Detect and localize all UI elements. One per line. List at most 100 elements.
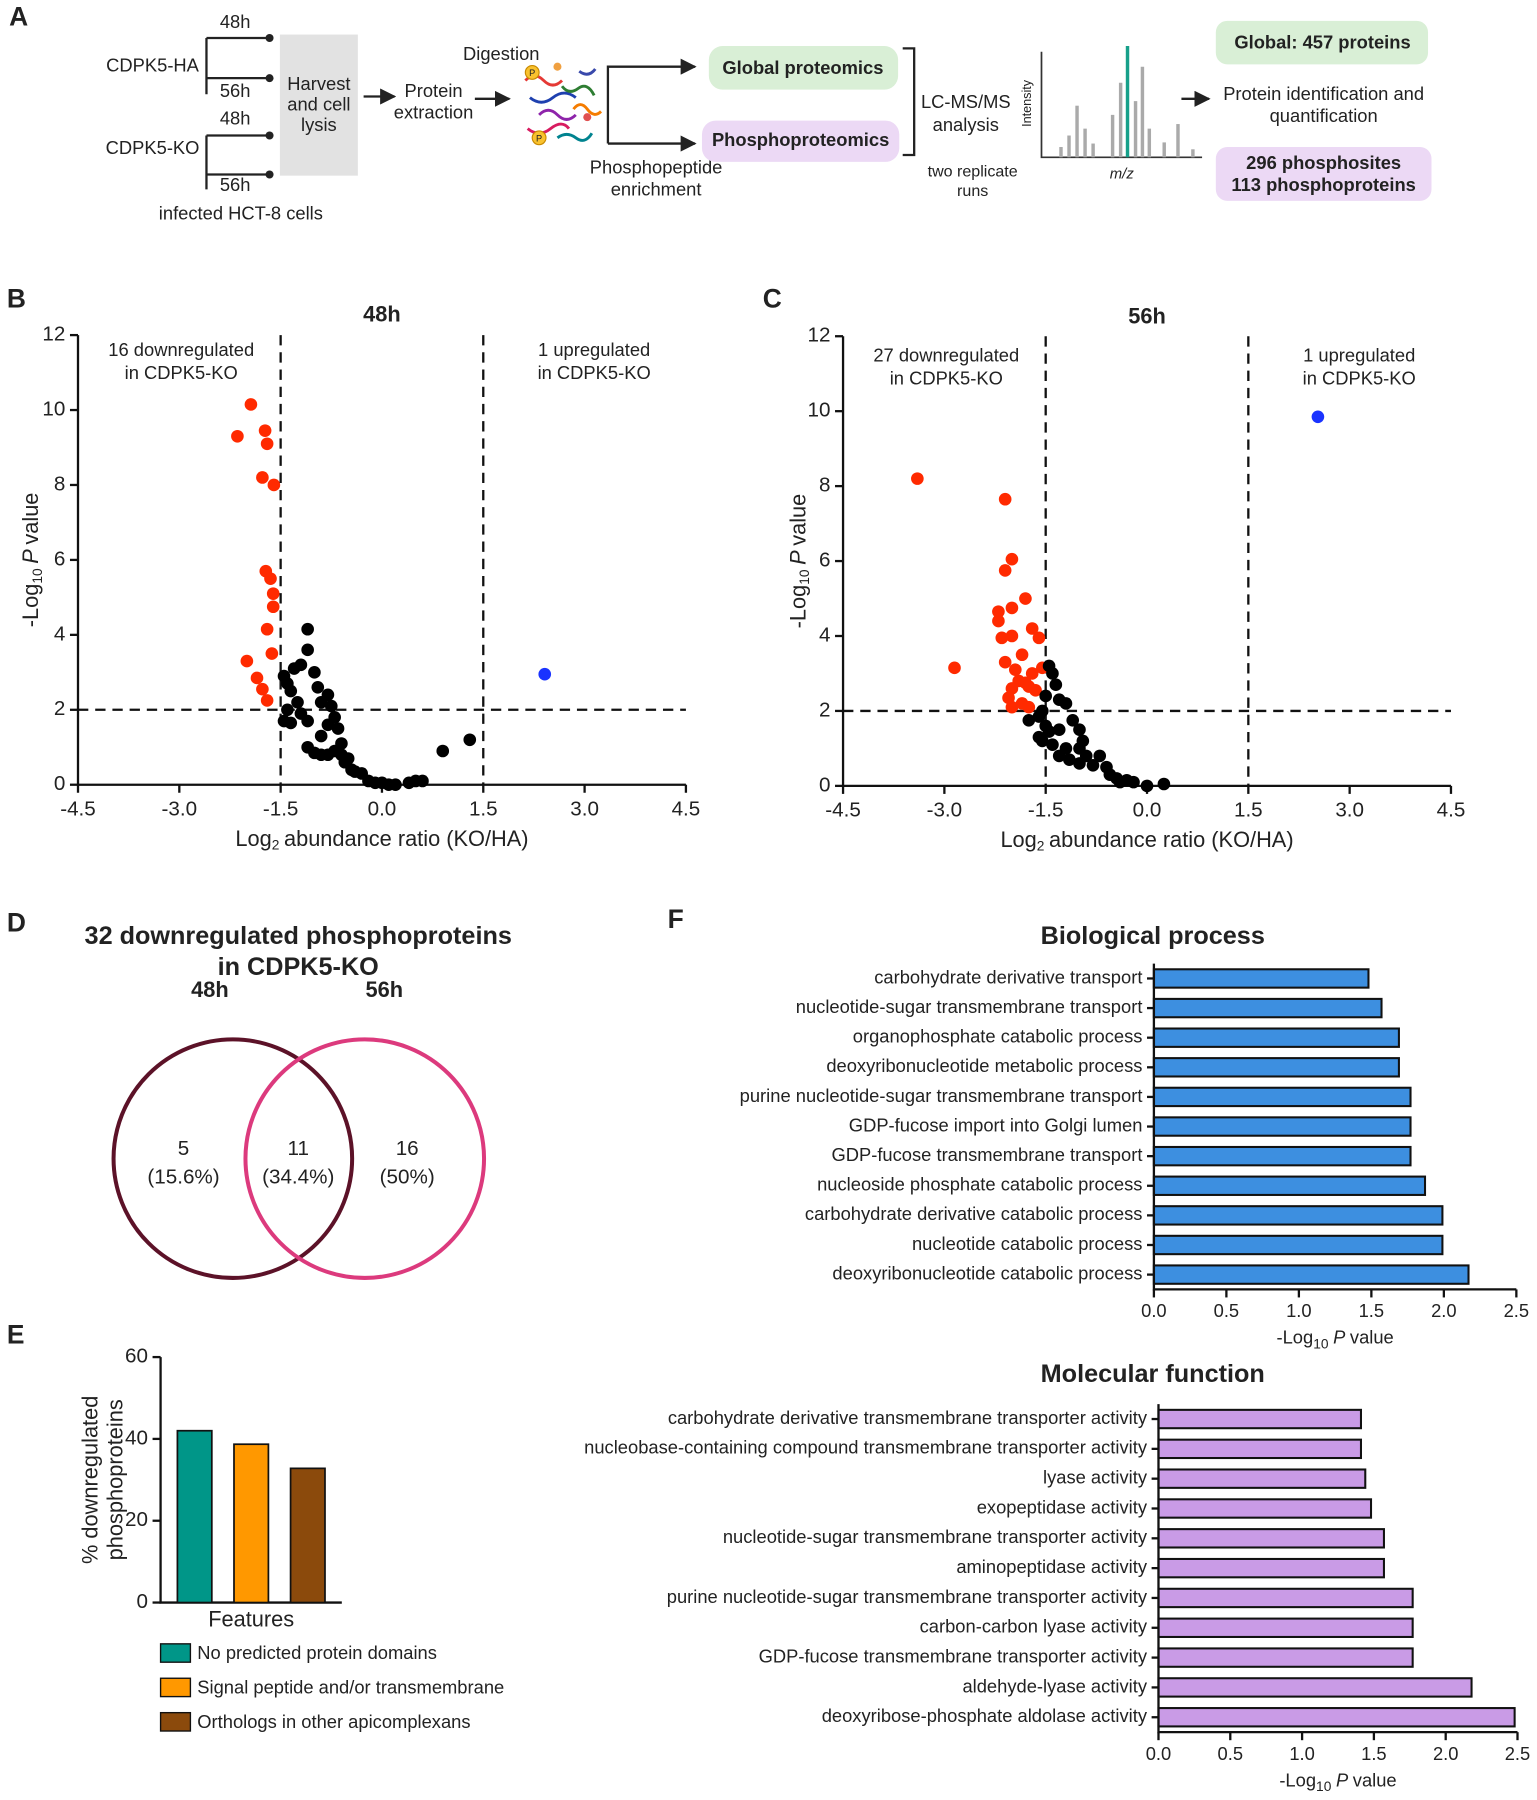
panel-label: E bbox=[7, 1319, 25, 1349]
y-tick-label: 8 bbox=[819, 474, 830, 497]
chart-title: in CDPK5-KO bbox=[218, 953, 379, 981]
bar bbox=[233, 1443, 270, 1604]
category-label: carbohydrate derivative catabolic proces… bbox=[805, 1203, 1142, 1224]
x-axis-label-part: value bbox=[1350, 1327, 1394, 1348]
point bbox=[1005, 601, 1019, 615]
y-axis-label: phosphoproteins bbox=[103, 1399, 128, 1560]
harvest-text: and cell bbox=[287, 94, 350, 115]
bar bbox=[1157, 1677, 1473, 1698]
bar bbox=[1157, 1707, 1516, 1728]
point bbox=[284, 684, 298, 698]
mz-label: m/z bbox=[1110, 166, 1135, 182]
category-label: GDP-fucose transmembrane transporter act… bbox=[759, 1645, 1148, 1666]
x-tick-label: 1.5 bbox=[469, 797, 498, 820]
point bbox=[998, 655, 1012, 669]
x-tick-label: 0.0 bbox=[1141, 1300, 1167, 1321]
identification-text: quantification bbox=[1270, 105, 1378, 126]
x-tick-label: 1.0 bbox=[1289, 1743, 1315, 1764]
point bbox=[1039, 689, 1053, 703]
bracket bbox=[902, 47, 916, 157]
x-tick-label: -1.5 bbox=[1028, 799, 1064, 822]
y-tick-label: 6 bbox=[819, 549, 830, 572]
x-tick-label: 0.5 bbox=[1214, 1300, 1240, 1321]
legend-label: Signal peptide and/or transmembrane bbox=[197, 1676, 504, 1697]
x-axis-label: Log2 abundance ratio (KO/HA) bbox=[235, 826, 528, 853]
x-tick-label: 2.5 bbox=[1504, 1300, 1530, 1321]
bar bbox=[1152, 1145, 1412, 1167]
y-tick-label: 12 bbox=[42, 323, 65, 346]
category-label: purine nucleotide-sugar transmembrane tr… bbox=[667, 1586, 1148, 1607]
point bbox=[267, 478, 281, 492]
point bbox=[1005, 700, 1019, 714]
venn-circle bbox=[111, 1037, 355, 1280]
cells-label: infected HCT-8 cells bbox=[159, 203, 323, 224]
point bbox=[1086, 758, 1100, 772]
point bbox=[1052, 723, 1066, 736]
strain-label: CDPK5-KO bbox=[106, 137, 200, 158]
chart-title: 48h bbox=[363, 301, 401, 326]
time-label: 56h bbox=[220, 174, 251, 195]
annotation: 1 upregulated bbox=[1303, 345, 1415, 366]
global-box bbox=[708, 46, 899, 90]
x-axis-label: Log2 abundance ratio (KO/HA) bbox=[1000, 827, 1293, 854]
y-axis-label-part: -Log bbox=[785, 585, 810, 629]
phosphate-label: P bbox=[536, 133, 542, 143]
point bbox=[260, 437, 274, 451]
bar bbox=[1157, 1647, 1414, 1668]
category-label: GDP-fucose transmembrane transport bbox=[831, 1144, 1142, 1165]
x-tick-label: 0.0 bbox=[368, 797, 397, 820]
x-tick-label: 1.0 bbox=[1286, 1300, 1312, 1321]
harvest-box bbox=[279, 34, 358, 176]
bar bbox=[1152, 997, 1383, 1019]
global-text: Global proteomics bbox=[722, 57, 883, 78]
point bbox=[1022, 700, 1036, 714]
x-tick-label: -3.0 bbox=[927, 799, 963, 822]
y-tick-label: 10 bbox=[42, 397, 65, 420]
category-label: deoxyribonucleotide catabolic process bbox=[832, 1262, 1142, 1283]
category-label: carbon-carbon lyase activity bbox=[920, 1616, 1148, 1637]
point bbox=[321, 718, 335, 732]
point bbox=[314, 729, 328, 743]
point bbox=[1015, 648, 1029, 662]
annotation: in CDPK5-KO bbox=[890, 368, 1003, 389]
point bbox=[311, 680, 325, 694]
point bbox=[538, 667, 552, 681]
bar bbox=[1152, 1116, 1412, 1137]
x-tick-label: 1.5 bbox=[1359, 1300, 1385, 1321]
x-axis-label-part: abundance ratio (KO/HA) bbox=[1049, 827, 1294, 852]
legend-label: No predicted protein domains bbox=[197, 1642, 437, 1663]
bar bbox=[1157, 1557, 1385, 1579]
legend-swatch bbox=[159, 1677, 192, 1698]
point bbox=[331, 722, 345, 735]
point bbox=[998, 564, 1012, 577]
point bbox=[301, 622, 314, 636]
phospho-result-box bbox=[1215, 146, 1432, 201]
y-axis-label-part: value bbox=[785, 494, 810, 546]
bar bbox=[1152, 1234, 1444, 1256]
point bbox=[256, 682, 269, 696]
legend-swatch bbox=[159, 1643, 192, 1663]
region-count: 11 bbox=[288, 1137, 309, 1160]
bar bbox=[1152, 1264, 1470, 1285]
global-result: Global: 457 proteins bbox=[1234, 32, 1410, 53]
region-count: 16 bbox=[396, 1137, 419, 1160]
category-label: aminopeptidase activity bbox=[956, 1556, 1148, 1577]
global-result-box bbox=[1215, 20, 1429, 65]
x-tick-label: 0.0 bbox=[1146, 1743, 1172, 1764]
x-tick-label: 1.5 bbox=[1361, 1743, 1387, 1764]
point bbox=[1157, 777, 1171, 791]
point bbox=[389, 778, 402, 792]
phosphate-label: P bbox=[529, 68, 535, 78]
region-percent: (15.6%) bbox=[147, 1166, 219, 1189]
point bbox=[1025, 667, 1039, 680]
annotation: in CDPK5-KO bbox=[538, 362, 651, 383]
point bbox=[911, 472, 924, 485]
y-axis-label-part: value bbox=[18, 493, 43, 545]
extraction-text: extraction bbox=[394, 102, 474, 123]
harvest-text: Harvest bbox=[287, 73, 350, 94]
x-axis-label-part: abundance ratio (KO/HA) bbox=[284, 826, 529, 851]
y-axis-label-part: 10 bbox=[29, 568, 44, 584]
spectrum bbox=[1059, 66, 1195, 158]
